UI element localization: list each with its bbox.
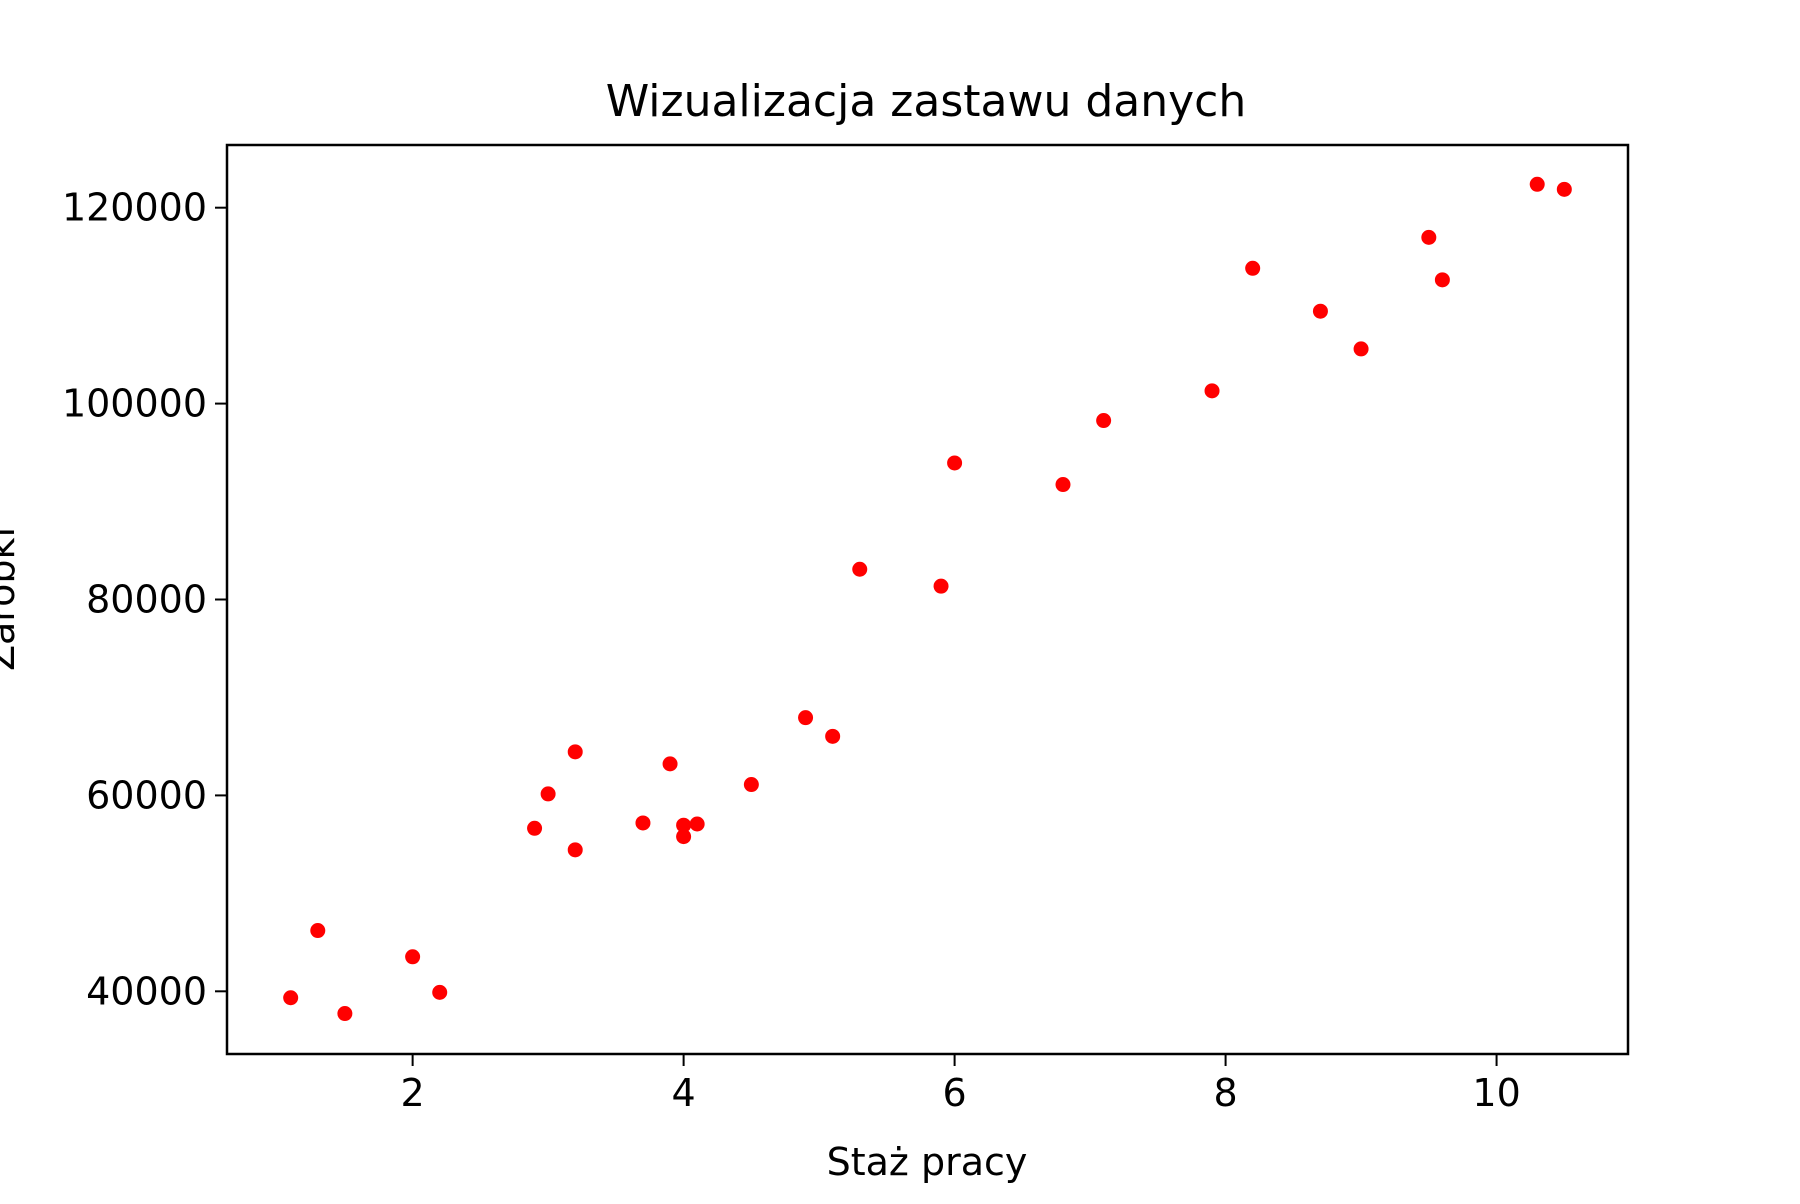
data-point-0 xyxy=(283,990,299,1006)
data-point-5 xyxy=(527,820,543,836)
data-point-19 xyxy=(947,455,963,471)
y-tick-label-4: 120000 xyxy=(62,186,207,230)
data-point-25 xyxy=(1353,341,1369,357)
data-point-23 xyxy=(1245,260,1261,276)
chart-title: Wizualizacja zastawu danych xyxy=(606,76,1247,127)
data-point-28 xyxy=(1529,176,1545,192)
data-point-26 xyxy=(1421,229,1437,245)
data-point-12 xyxy=(676,817,692,833)
data-point-9 xyxy=(635,815,651,831)
data-point-17 xyxy=(852,561,868,577)
data-point-1 xyxy=(310,923,326,939)
data-point-29 xyxy=(1556,181,1572,197)
x-tick-label-3: 8 xyxy=(1213,1071,1237,1115)
y-axis-label: Zarobki xyxy=(0,527,23,671)
data-point-3 xyxy=(405,949,421,965)
x-tick-label-2: 6 xyxy=(943,1071,967,1115)
data-point-20 xyxy=(1055,477,1071,493)
data-point-18 xyxy=(933,578,949,594)
data-point-22 xyxy=(1204,383,1220,399)
y-tick-label-3: 100000 xyxy=(62,382,207,426)
x-tick-label-4: 10 xyxy=(1472,1071,1520,1115)
data-point-21 xyxy=(1096,413,1112,429)
data-point-4 xyxy=(432,984,448,1000)
data-point-7 xyxy=(567,842,583,858)
y-axis-ticks: 40000 60000 80000 100000 120000 xyxy=(62,186,227,1013)
data-point-13 xyxy=(689,816,705,832)
x-tick-label-1: 4 xyxy=(672,1071,696,1115)
data-point-6 xyxy=(540,786,556,802)
data-point-15 xyxy=(798,710,814,726)
y-tick-label-1: 60000 xyxy=(86,773,207,817)
y-tick-label-0: 40000 xyxy=(86,969,207,1013)
data-point-14 xyxy=(743,777,759,793)
data-points xyxy=(283,176,1572,1022)
x-axis-label: Staż pracy xyxy=(827,1140,1028,1184)
data-point-10 xyxy=(662,756,678,772)
data-point-11 xyxy=(676,829,692,845)
data-point-24 xyxy=(1312,303,1328,319)
data-point-8 xyxy=(567,744,583,760)
x-axis-ticks: 2 4 6 8 10 xyxy=(401,1054,1521,1115)
x-tick-label-0: 2 xyxy=(401,1071,425,1115)
data-point-16 xyxy=(825,728,841,744)
data-point-27 xyxy=(1434,272,1450,288)
data-point-2 xyxy=(337,1006,353,1022)
y-tick-label-2: 80000 xyxy=(86,578,207,622)
